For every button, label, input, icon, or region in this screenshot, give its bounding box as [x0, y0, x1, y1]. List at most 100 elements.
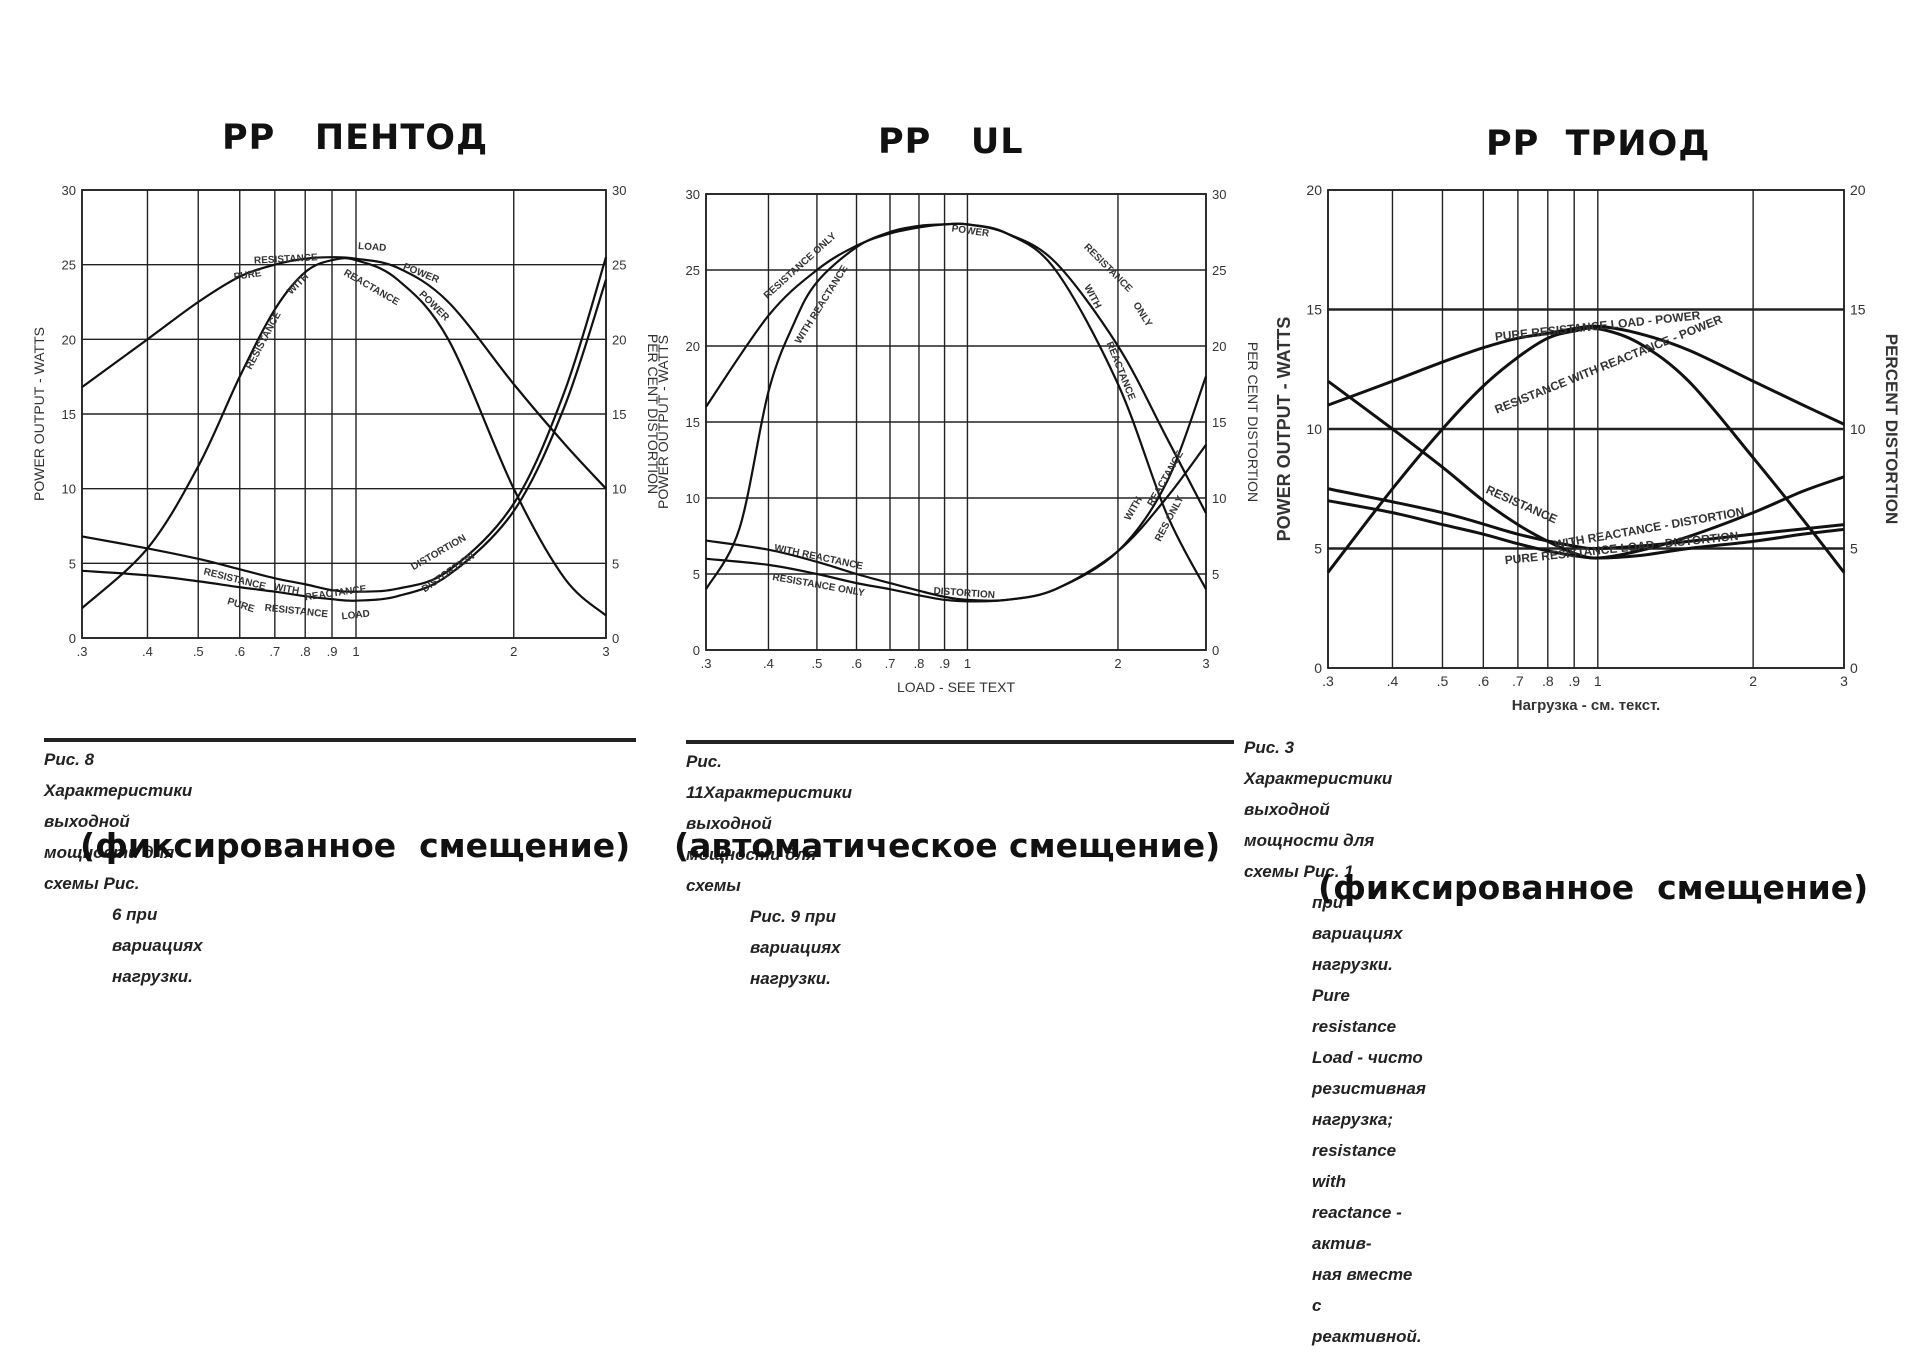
y-tick-label: 10 — [1306, 421, 1322, 437]
x-tick-label: .5 — [193, 644, 204, 659]
curve-annotation: WITH — [273, 582, 300, 597]
x-tick-label: 2 — [1114, 656, 1121, 671]
figure-caption: Рис. 8 Характеристики выходной мощности … — [44, 744, 203, 992]
caption-rule — [44, 738, 636, 742]
figure-caption: Рис. 11Характеристики выходной мощности … — [686, 746, 852, 994]
series-line — [81, 279, 608, 602]
y-tick-label: 20 — [62, 332, 76, 347]
x-tick-label: .6 — [851, 656, 862, 671]
series-line — [81, 256, 608, 593]
y-tick-label: 30 — [62, 183, 76, 198]
x-tick-label: .4 — [142, 644, 153, 659]
bias-label: (фиксированное смещение) — [1318, 868, 1869, 907]
x-tick-label: .8 — [914, 656, 925, 671]
plot-frame — [705, 193, 1207, 651]
series-line — [1327, 379, 1845, 560]
caption-line: 6 при вариациях нагрузки. — [112, 905, 203, 986]
chart-title: PP ТРИОД — [1486, 124, 1711, 164]
x-tick-label: .8 — [1542, 673, 1554, 689]
series-line — [1326, 326, 1846, 574]
x-tick-label: .7 — [885, 656, 896, 671]
y2-tick-label: 25 — [612, 258, 626, 273]
y2-axis-label: PER CENT DISTORTION — [1245, 342, 1261, 502]
x-tick-label: .7 — [1512, 673, 1524, 689]
plot-frame — [81, 189, 607, 639]
y2-axis-label: PER CENT DISTORTION — [645, 334, 661, 494]
y2-tick-label: 10 — [612, 482, 626, 497]
curve-annotation: LOAD — [358, 241, 387, 254]
y2-tick-label: 0 — [1212, 643, 1219, 658]
y-tick-label: 15 — [62, 407, 76, 422]
x-tick-label: 1 — [352, 644, 359, 659]
x-tick-label: .8 — [300, 644, 311, 659]
x-tick-label: 2 — [510, 644, 517, 659]
y-tick-label: 5 — [693, 567, 700, 582]
y-tick-label: 10 — [62, 482, 76, 497]
chart-title: PP UL — [878, 122, 1024, 162]
x-tick-label: .6 — [234, 644, 245, 659]
y2-tick-label: 25 — [1212, 263, 1226, 278]
curve-annotation: LOAD — [341, 609, 370, 623]
x-tick-label: .3 — [1322, 673, 1334, 689]
y-tick-label: 0 — [1314, 660, 1322, 676]
y2-tick-label: 15 — [1212, 415, 1226, 430]
x-tick-label: .9 — [939, 656, 950, 671]
y-axis-label: POWER OUTPUT - WATTS — [1274, 317, 1294, 542]
series-line — [1327, 324, 1845, 426]
caption-line: ная вместе с реактивной. — [1312, 1265, 1422, 1346]
x-tick-label: .5 — [812, 656, 823, 671]
x-tick-label: 3 — [1202, 656, 1209, 671]
y2-tick-label: 30 — [612, 183, 626, 198]
y-tick-label: 30 — [686, 187, 700, 202]
bias-label: (фиксированное смещение) — [80, 826, 631, 865]
x-tick-label: .9 — [1568, 673, 1580, 689]
x-tick-label: 1 — [964, 656, 971, 671]
y2-tick-label: 5 — [1212, 567, 1219, 582]
y-tick-label: 25 — [686, 263, 700, 278]
y-tick-label: 15 — [1306, 302, 1322, 318]
y2-tick-label: 30 — [1212, 187, 1226, 202]
caption-line: Рис. 11Характеристики выходной мощности … — [686, 752, 852, 895]
y2-tick-label: 5 — [612, 556, 619, 571]
y2-tick-label: 0 — [612, 631, 619, 646]
bias-label: (автоматическое смещение) — [674, 826, 1221, 865]
y-tick-label: 5 — [69, 556, 76, 571]
caption-line: резистивная нагрузка; resistance with re… — [1312, 1079, 1426, 1253]
x-tick-label: 3 — [602, 644, 609, 659]
x-tick-label: 3 — [1840, 673, 1848, 689]
y2-tick-label: 5 — [1850, 541, 1858, 557]
series-line — [705, 376, 1208, 602]
y2-tick-label: 20 — [612, 332, 626, 347]
series-line — [705, 222, 1207, 590]
x-tick-label: .9 — [327, 644, 338, 659]
y-tick-label: 5 — [1314, 541, 1322, 557]
y2-tick-label: 0 — [1850, 660, 1858, 676]
x-axis-label: Нагрузка - см. текст. — [1512, 697, 1660, 714]
y-tick-label: 0 — [693, 643, 700, 658]
x-tick-label: .5 — [1437, 673, 1449, 689]
series-line — [705, 444, 1207, 603]
caption-line: при вариациях нагрузки. Pure resistance … — [1312, 893, 1423, 1067]
y2-axis-label: PERCENT DISTORTION — [1882, 334, 1901, 524]
y2-tick-label: 10 — [1850, 421, 1866, 437]
x-tick-label: 1 — [1594, 673, 1602, 689]
series-line — [1327, 499, 1845, 560]
y2-tick-label: 15 — [1850, 302, 1866, 318]
y-tick-label: 20 — [1306, 182, 1322, 198]
curve-annotation: DISTORTION — [933, 586, 995, 601]
caption-line: Рис. 8 Характеристики выходной мощности … — [44, 750, 193, 893]
x-tick-label: .6 — [1477, 673, 1489, 689]
y-axis-label: POWER OUTPUT - WATTS — [31, 327, 47, 501]
y-tick-label: 15 — [686, 415, 700, 430]
y2-tick-label: 20 — [1212, 339, 1226, 354]
x-tick-label: .3 — [701, 656, 712, 671]
caption-rule — [686, 740, 1234, 744]
y-tick-label: 25 — [62, 258, 76, 273]
curve-annotation: RESISTANCE — [254, 252, 319, 266]
y-tick-label: 20 — [686, 339, 700, 354]
x-tick-label: 2 — [1749, 673, 1757, 689]
x-axis-label: LOAD - SEE TEXT — [897, 679, 1015, 695]
